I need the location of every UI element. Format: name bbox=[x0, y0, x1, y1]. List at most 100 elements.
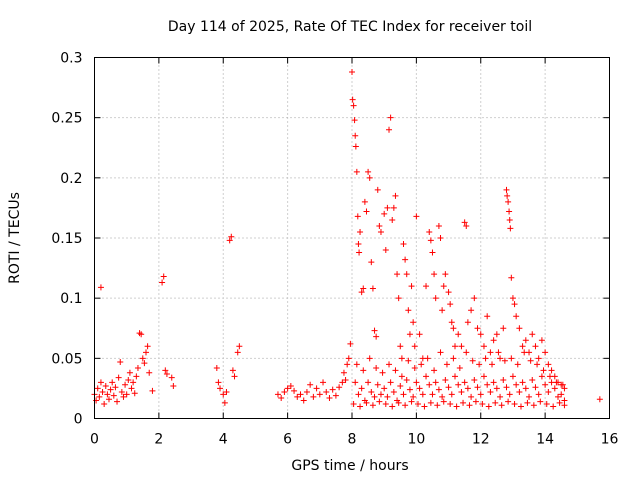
data-point bbox=[423, 283, 430, 290]
data-point bbox=[411, 343, 418, 350]
data-point bbox=[320, 379, 327, 386]
data-point bbox=[405, 307, 412, 314]
data-point bbox=[477, 391, 484, 398]
data-point bbox=[471, 376, 478, 383]
data-point bbox=[497, 393, 504, 400]
data-point bbox=[439, 307, 446, 314]
data-point bbox=[373, 333, 380, 340]
data-point bbox=[403, 376, 410, 383]
data-point bbox=[519, 343, 526, 350]
data-point bbox=[468, 393, 475, 400]
data-point bbox=[114, 398, 121, 405]
data-point bbox=[561, 402, 568, 409]
data-point bbox=[336, 384, 343, 391]
data-point bbox=[503, 384, 510, 391]
data-point bbox=[168, 374, 175, 381]
data-point bbox=[439, 393, 446, 400]
data-point bbox=[410, 393, 417, 400]
data-point bbox=[382, 401, 389, 408]
data-point bbox=[452, 373, 458, 380]
x-tick-label: 2 bbox=[154, 432, 163, 448]
data-point bbox=[516, 389, 523, 396]
data-point bbox=[368, 259, 375, 266]
data-point bbox=[339, 379, 346, 386]
data-point bbox=[543, 401, 550, 408]
data-point bbox=[363, 208, 370, 215]
data-point bbox=[323, 389, 330, 396]
data-point bbox=[94, 385, 101, 392]
data-point bbox=[349, 68, 355, 75]
data-point bbox=[522, 337, 529, 344]
data-point bbox=[360, 367, 367, 374]
data-point bbox=[373, 364, 380, 371]
data-point bbox=[484, 313, 491, 320]
data-point bbox=[413, 213, 420, 220]
grid-lines bbox=[94, 57, 610, 419]
data-point bbox=[506, 208, 513, 215]
data-point bbox=[274, 391, 281, 398]
data-point bbox=[450, 325, 457, 332]
data-point bbox=[139, 355, 146, 362]
data-point bbox=[146, 369, 153, 376]
data-point bbox=[369, 285, 376, 292]
data-point bbox=[526, 393, 533, 400]
data-point bbox=[511, 301, 518, 308]
data-point bbox=[329, 386, 336, 393]
data-point bbox=[104, 391, 111, 398]
data-point bbox=[555, 393, 561, 400]
data-point bbox=[387, 379, 394, 386]
data-point bbox=[400, 391, 407, 398]
data-point bbox=[376, 398, 383, 405]
data-point bbox=[389, 403, 396, 410]
data-point bbox=[303, 389, 310, 396]
data-point bbox=[229, 367, 236, 374]
data-point bbox=[411, 364, 418, 371]
data-point bbox=[532, 384, 539, 391]
data-point bbox=[284, 385, 291, 392]
data-point bbox=[408, 398, 415, 405]
data-point bbox=[453, 403, 460, 410]
data-point bbox=[416, 331, 423, 338]
data-point bbox=[452, 343, 458, 350]
data-point bbox=[133, 373, 140, 380]
data-point bbox=[377, 228, 384, 235]
data-point bbox=[101, 401, 108, 408]
data-point bbox=[377, 391, 384, 398]
data-point bbox=[519, 379, 526, 386]
data-point bbox=[447, 401, 454, 408]
data-point bbox=[353, 168, 360, 175]
data-point bbox=[228, 233, 235, 240]
data-point bbox=[538, 373, 545, 380]
data-point bbox=[596, 396, 603, 403]
data-point bbox=[532, 343, 539, 350]
y-tick-labels: 0 0.05 0.1 0.15 0.2 0.25 0.3 bbox=[51, 51, 82, 428]
data-point bbox=[482, 355, 489, 362]
data-point bbox=[414, 401, 421, 408]
data-point bbox=[347, 340, 354, 347]
data-point bbox=[234, 349, 241, 356]
data-point bbox=[487, 349, 494, 356]
data-point bbox=[307, 381, 314, 388]
data-point bbox=[435, 222, 442, 229]
data-point bbox=[402, 256, 409, 263]
data-point bbox=[442, 376, 449, 383]
data-point bbox=[503, 186, 510, 193]
data-point bbox=[480, 343, 487, 350]
data-point bbox=[450, 355, 457, 362]
data-point bbox=[291, 387, 298, 394]
data-point bbox=[522, 385, 529, 392]
data-point bbox=[435, 386, 442, 393]
data-point bbox=[508, 274, 515, 281]
x-tick-label: 4 bbox=[219, 432, 228, 448]
data-point bbox=[217, 385, 224, 392]
data-point bbox=[469, 357, 476, 364]
x-tick-label: 6 bbox=[283, 432, 292, 448]
data-point bbox=[434, 402, 441, 409]
data-point bbox=[398, 355, 405, 362]
data-point bbox=[118, 389, 125, 396]
data-point bbox=[381, 385, 388, 392]
data-point bbox=[130, 379, 137, 386]
data-point bbox=[410, 319, 417, 326]
data-point bbox=[507, 225, 514, 232]
data-point bbox=[472, 398, 479, 405]
